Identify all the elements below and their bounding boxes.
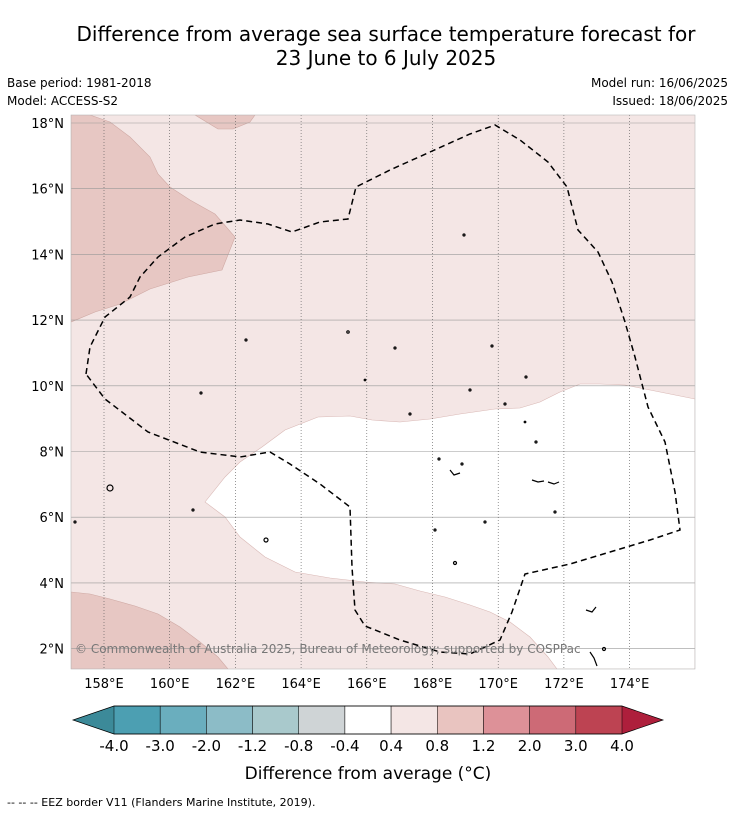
title-line-2: 23 June to 6 July 2025 [275, 46, 497, 70]
colorbar-svg: -4.0 -3.0 -2.0 -1.2 -0.8 -0.4 0.4 0.8 1.2 2.0 3.0 4… [71, 705, 665, 755]
latitude-label: 2°N [40, 643, 65, 658]
colorbar-tick-label: 1.2 [472, 737, 496, 755]
colorbar-segment [483, 705, 530, 735]
latitude-label: 6°N [40, 511, 65, 526]
colorbar-tick-label: 2.0 [518, 737, 542, 755]
colorbar-tick-label: -4.0 [99, 737, 128, 755]
eez-legend-note: -- -- -- EEZ border V11 (Flanders Marine… [7, 796, 316, 809]
colorbar-segment [529, 705, 577, 735]
colorbar-segment [575, 705, 623, 735]
colorbar-tick-label: 4.0 [610, 737, 634, 755]
meta-left: Base period: 1981-2018 Model: ACCESS-S2 [7, 74, 152, 110]
latitude-label: 10°N [31, 380, 64, 395]
longitude-label: 162°E [216, 677, 256, 692]
graticule [71, 115, 695, 669]
colorbar-segment [113, 705, 161, 735]
colorbar-over-arrow [622, 706, 663, 734]
latitude-label: 16°N [31, 183, 64, 198]
longitude-label: 172°E [544, 677, 584, 692]
colorbar-segment [298, 705, 346, 735]
colorbar-tick-label: -2.0 [192, 737, 221, 755]
colorbar-tick-label: 0.4 [379, 737, 403, 755]
colorbar-under-arrow [73, 706, 114, 734]
colorbar-tick-label: -1.2 [238, 737, 267, 755]
colorbar-segment [252, 705, 299, 735]
issued-text: Issued: 18/06/2025 [612, 94, 728, 108]
island-outlines [73, 233, 607, 667]
colorbar-tick-label: -3.0 [146, 737, 175, 755]
base-period-text: Base period: 1981-2018 [7, 76, 152, 90]
longitude-label: 160°E [150, 677, 190, 692]
colorbar-segment [390, 705, 438, 735]
longitude-label: 168°E [413, 677, 453, 692]
eez-border-line [85, 124, 681, 655]
colorbar-segment [437, 705, 484, 735]
colorbar-tick-label: -0.4 [330, 737, 359, 755]
title-line-1: Difference from average sea surface temp… [76, 22, 696, 46]
model-run-text: Model run: 16/06/2025 [590, 76, 728, 90]
anomaly-band-0-8-to-1-2 [71, 115, 236, 323]
longitude-label: 164°E [281, 677, 321, 692]
map-frame [70, 114, 696, 670]
colorbar-tick-label: -0.8 [284, 737, 313, 755]
longitude-label: 166°E [347, 677, 387, 692]
colorbar-segment [206, 705, 253, 735]
colorbar: -4.0 -3.0 -2.0 -1.2 -0.8 -0.4 0.4 0.8 1.2 2.0 3.0 4… [0, 702, 736, 792]
meta-right: Model run: 16/06/2025 Issued: 18/06/2025 [591, 74, 728, 110]
colorbar-tick-label: 3.0 [564, 737, 588, 755]
colorbar-tick-label: 0.8 [425, 737, 449, 755]
longitude-label: 158°E [84, 677, 124, 692]
longitude-labels: 158°E 160°E 162°E 164°E 166°E 168°E 170°E 172°E… [84, 677, 649, 692]
anomaly-band-neutral [204, 383, 695, 669]
copyright-text: © Commonwealth of Australia 2025, Bureau… [75, 642, 581, 656]
colorbar-outline [71, 705, 665, 735]
latitude-label: 18°N [31, 117, 64, 132]
longitude-label: 170°E [478, 677, 518, 692]
chart-title: Difference from average sea surface temp… [0, 22, 736, 70]
colorbar-segment [344, 705, 392, 735]
anomaly-band-0-8-to-1-2 [71, 591, 229, 669]
sst-anomaly-map: © Commonwealth of Australia 2025, Bureau… [31, 114, 696, 692]
latitude-label: 14°N [31, 248, 64, 263]
colorbar-label: Difference from average (°C) [244, 764, 492, 784]
latitude-label: 12°N [31, 314, 64, 329]
longitude-label: 174°E [610, 677, 650, 692]
map-panel: © Commonwealth of Australia 2025, Bureau… [0, 112, 736, 702]
colorbar-segment [159, 705, 207, 735]
latitude-label: 4°N [40, 577, 65, 592]
latitude-labels: 18°N 16°N 14°N 12°N 10°N 8°N 6°N 4°N 2°N [31, 117, 64, 658]
latitude-label: 8°N [40, 446, 65, 461]
model-text: Model: ACCESS-S2 [7, 94, 119, 108]
anomaly-band-0-8-to-1-2 [194, 115, 256, 130]
